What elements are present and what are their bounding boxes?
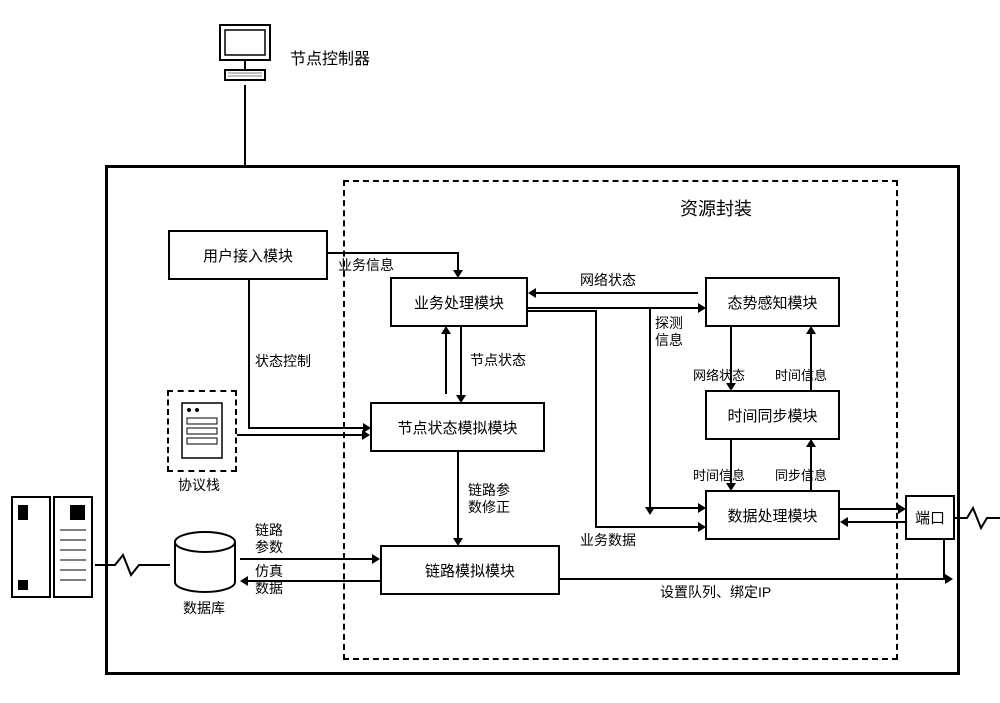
data-process-label: 数据处理模块 — [727, 505, 817, 526]
edge-label: 链路参 数修正 — [468, 482, 510, 516]
edge — [240, 558, 372, 560]
user-access-label: 用户接入模块 — [203, 245, 293, 266]
edge — [595, 526, 698, 528]
link-sim-label: 链路模拟模块 — [425, 560, 515, 581]
edge-label: 业务信息 — [338, 255, 394, 275]
server-icon — [10, 495, 95, 605]
node-state-label: 节点状态模拟模块 — [397, 417, 517, 438]
port-label: 端口 — [915, 507, 945, 528]
biz-process-node: 业务处理模块 — [390, 277, 528, 327]
edge — [536, 292, 698, 294]
edge-label: 时间信息 — [775, 365, 827, 384]
edge — [328, 252, 458, 254]
edge — [943, 540, 945, 580]
edge-label: 链路 参数 — [255, 522, 283, 556]
node-state-node: 节点状态模拟模块 — [370, 402, 545, 452]
edge-label: 设置队列、绑定IP — [660, 582, 771, 602]
data-process-node: 数据处理模块 — [705, 490, 840, 540]
edge-label: 同步信息 — [775, 465, 827, 484]
link-sim-node: 链路模拟模块 — [380, 545, 560, 595]
computer-icon — [210, 20, 280, 90]
edge — [528, 310, 595, 312]
edge — [649, 307, 697, 309]
edge-label: 状态控制 — [255, 351, 311, 371]
edge — [445, 334, 447, 394]
protocol-stack-label: 协议栈 — [178, 475, 220, 495]
time-sync-node: 时间同步模块 — [705, 390, 840, 440]
edge — [649, 507, 698, 509]
edge-label: 时间信息 — [693, 465, 745, 484]
zigzag-right — [955, 503, 1000, 533]
edge-label: 节点状态 — [470, 350, 526, 370]
edge — [248, 280, 250, 427]
edge — [457, 252, 459, 270]
database-icon — [170, 530, 240, 600]
situation-label: 态势感知模块 — [727, 292, 817, 313]
edge-label: 探测 信息 — [655, 315, 683, 349]
database-label: 数据库 — [183, 598, 225, 618]
situation-node: 态势感知模块 — [705, 277, 840, 327]
edge — [560, 578, 945, 580]
biz-process-label: 业务处理模块 — [414, 292, 504, 313]
zigzag-left — [95, 550, 170, 580]
edge — [237, 434, 362, 436]
protocol-stack-icon — [177, 398, 227, 466]
edge-label: 仿真 数据 — [255, 563, 283, 597]
edge-label: 业务数据 — [580, 530, 636, 550]
edge — [840, 508, 898, 510]
edge-label: 网络状态 — [693, 365, 745, 384]
edge — [248, 427, 363, 429]
resource-wrapper-title: 资源封装 — [680, 195, 752, 221]
port-node: 端口 — [905, 495, 955, 540]
user-access-node: 用户接入模块 — [168, 230, 328, 280]
edge — [460, 327, 462, 395]
edge — [457, 452, 459, 538]
edge — [848, 521, 905, 523]
edge-label: 网络状态 — [580, 270, 636, 290]
edge — [649, 308, 651, 507]
edge — [595, 310, 597, 528]
time-sync-label: 时间同步模块 — [727, 405, 817, 426]
computer-label: 节点控制器 — [290, 45, 370, 69]
